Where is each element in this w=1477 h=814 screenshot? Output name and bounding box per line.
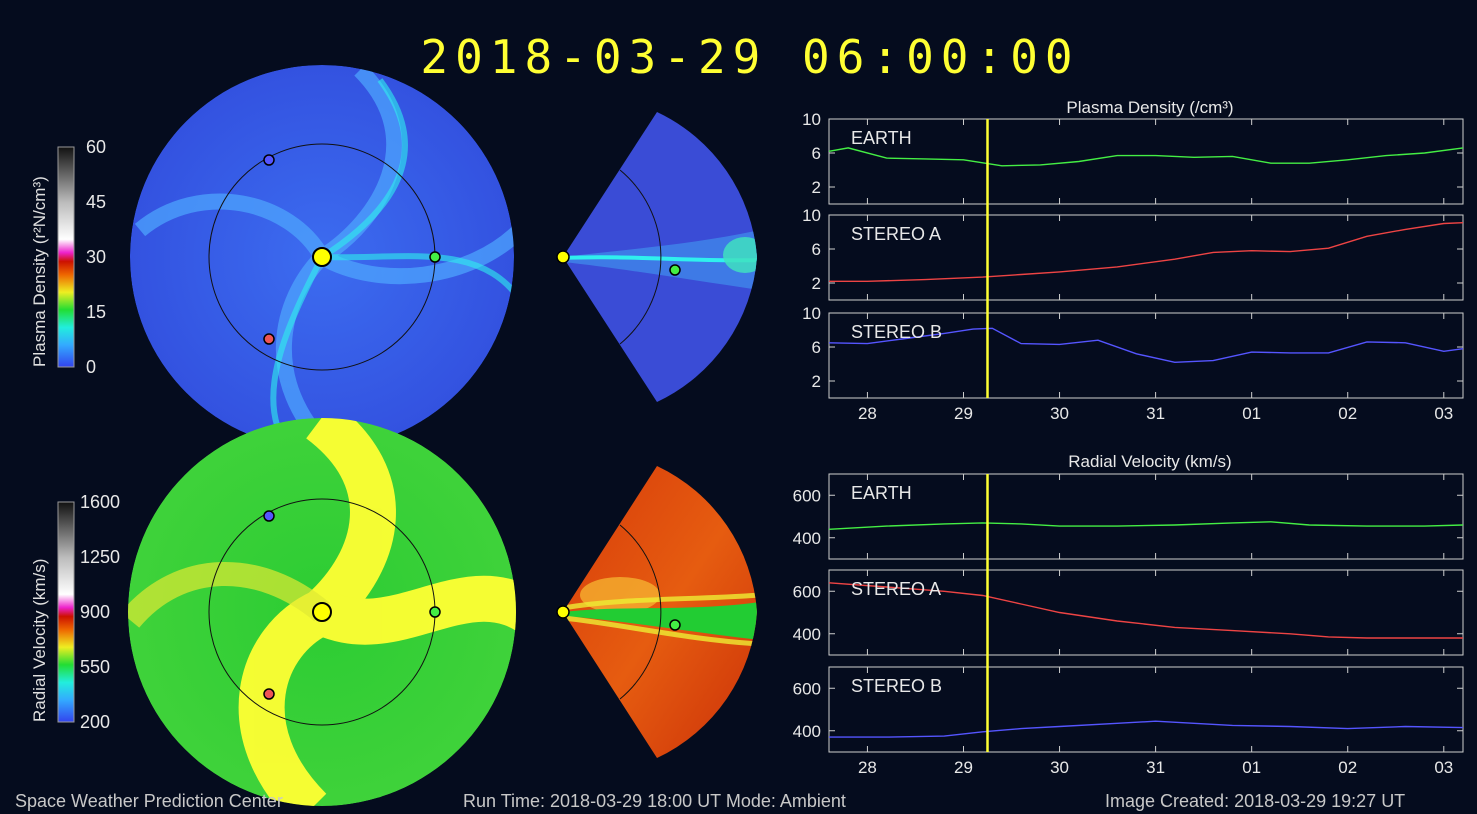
x-tick-label: 01 <box>1242 404 1261 423</box>
y-tick-label: 400 <box>793 625 821 644</box>
x-tick-label: 03 <box>1434 758 1453 777</box>
y-tick-label: 2 <box>812 372 821 391</box>
y-tick-label: 600 <box>793 582 821 601</box>
plot-frame <box>828 666 1464 753</box>
velocity-colorbar-tick: 1250 <box>80 547 121 567</box>
y-tick-label: 2 <box>812 178 821 197</box>
y-tick-label: 10 <box>802 110 821 129</box>
series-line-stereo-a <box>829 222 1464 282</box>
y-tick-label: 600 <box>793 486 821 505</box>
density-colorbar-tick: 30 <box>86 247 107 267</box>
x-tick-label: 01 <box>1242 758 1261 777</box>
series-line-stereo-b <box>828 327 1464 364</box>
density-colorbar <box>57 146 75 368</box>
plot-frame <box>828 312 1464 399</box>
velocity-colorbar-tick: 1600 <box>80 492 121 512</box>
stereo-a-marker <box>263 333 275 345</box>
velocity-colorbar <box>57 501 75 723</box>
series-line-earth <box>828 521 1464 530</box>
density-colorbar-tick: 60 <box>86 137 107 157</box>
velocity-colorbar-tick: 550 <box>80 657 111 677</box>
series-line-stereo-b <box>829 720 1464 738</box>
plot-frame <box>828 473 1464 560</box>
x-tick-label: 30 <box>1050 404 1069 423</box>
plot-frame <box>828 118 1464 205</box>
sun-icon <box>312 247 332 267</box>
series-line-stereo-a <box>828 582 1463 639</box>
panel-label: STEREO A <box>851 579 941 599</box>
y-tick-label: 10 <box>802 206 821 225</box>
x-tick-label: 29 <box>954 404 973 423</box>
x-tick-label: 02 <box>1338 758 1357 777</box>
x-tick-label: 02 <box>1338 404 1357 423</box>
earth-marker <box>669 619 681 631</box>
velocity-meridional-wedge <box>563 466 757 758</box>
earth-marker <box>429 606 441 618</box>
velocity-colorbar-tick: 200 <box>80 712 111 732</box>
density-colorbar-tick: 45 <box>86 192 107 212</box>
y-tick-label: 6 <box>812 338 821 357</box>
x-tick-label: 31 <box>1146 404 1165 423</box>
density-colorbar-tick: 15 <box>86 302 107 322</box>
x-tick-label: 28 <box>858 758 877 777</box>
panel-label: STEREO B <box>851 322 942 342</box>
sun-icon <box>556 250 570 264</box>
velocity-colorbar-tick: 900 <box>80 602 111 622</box>
stereo-b-marker <box>263 510 275 522</box>
panel-label: EARTH <box>851 483 912 503</box>
footer-image-created: Image Created: 2018-03-29 19:27 UT <box>1105 791 1406 811</box>
plot-frame <box>828 569 1464 656</box>
density-colorbar-tick: 0 <box>86 357 97 377</box>
x-tick-label: 31 <box>1146 758 1165 777</box>
forecast-datetime: 2018-03-29 06:00:00 <box>420 30 1080 84</box>
x-tick-label: 30 <box>1050 758 1069 777</box>
x-tick-label: 29 <box>954 758 973 777</box>
sun-icon <box>556 605 570 619</box>
y-tick-label: 2 <box>812 274 821 293</box>
x-tick-label: 28 <box>858 404 877 423</box>
velocity-panel-title: Radial Velocity (km/s) <box>1068 452 1232 471</box>
y-tick-label: 10 <box>802 304 821 323</box>
panel-label: STEREO A <box>851 224 941 244</box>
y-tick-label: 600 <box>793 679 821 698</box>
earth-marker <box>429 251 441 263</box>
y-tick-label: 400 <box>793 529 821 548</box>
density-meridional-wedge <box>563 112 757 402</box>
plot-frame <box>828 214 1464 301</box>
panel-label: STEREO B <box>851 676 942 696</box>
y-tick-label: 400 <box>793 722 821 741</box>
stereo-b-marker <box>263 154 275 166</box>
density-panel-title: Plasma Density (/cm³) <box>1066 98 1234 117</box>
x-tick-label: 03 <box>1434 404 1453 423</box>
footer-org: Space Weather Prediction Center <box>15 791 283 811</box>
earth-marker <box>669 264 681 276</box>
series-line-earth <box>828 147 1464 167</box>
y-tick-label: 6 <box>812 144 821 163</box>
stereo-a-marker <box>263 688 275 700</box>
y-tick-label: 6 <box>812 240 821 259</box>
velocity-ecliptic-disk <box>128 418 516 806</box>
panel-label: EARTH <box>851 128 912 148</box>
density-colorbar-title: Plasma Density (r²N/cm³) <box>30 176 49 367</box>
sun-icon <box>312 602 332 622</box>
velocity-colorbar-title: Radial Velocity (km/s) <box>30 558 49 722</box>
footer-run-time: Run Time: 2018-03-29 18:00 UT Mode: Ambi… <box>463 791 846 811</box>
